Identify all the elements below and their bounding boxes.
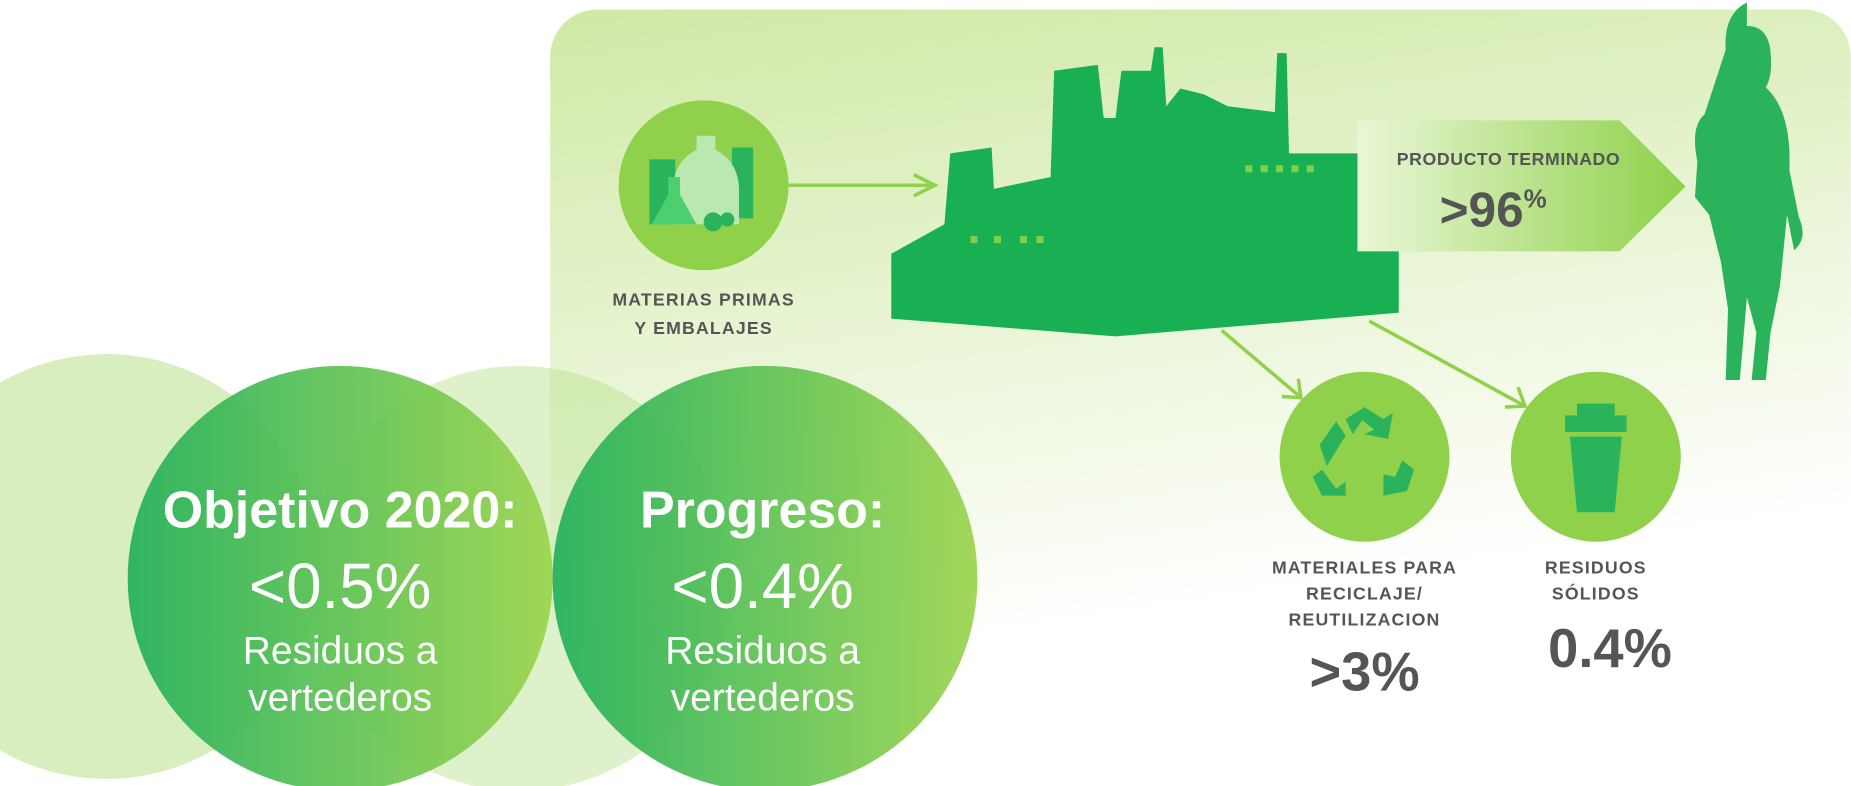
recycle-value: >3% — [1309, 641, 1419, 702]
recycle-label: RECICLAJE/ — [1306, 584, 1423, 604]
goal-label: vertederos — [248, 676, 432, 719]
solid-value: 0.4% — [1548, 618, 1672, 679]
goal-value: <0.5% — [249, 550, 431, 622]
goal-label: Residuos a — [665, 629, 860, 672]
infographic: MATERIAS PRIMAS Y EMBALAJES PRODUCTO TER… — [0, 0, 1851, 786]
goal-value: <0.4% — [671, 550, 853, 622]
input-label: MATERIAS PRIMAS — [612, 290, 794, 310]
product-label: PRODUCTO TERMINADO — [1397, 149, 1621, 169]
goal-label: vertederos — [671, 676, 855, 719]
goal-label: Residuos a — [243, 629, 438, 672]
product-unit: % — [1524, 184, 1547, 214]
recycle-icon — [1280, 372, 1450, 542]
recycle-label: MATERIALES PARA — [1272, 558, 1457, 578]
input-label: Y EMBALAJES — [634, 318, 772, 338]
recycle-label: REUTILIZACION — [1289, 609, 1441, 629]
product-number: >96 — [1440, 182, 1524, 238]
solid-label: RESIDUOS — [1545, 558, 1647, 578]
page: { "flow": { "input": {"label": ["MATERIA… — [0, 0, 1851, 786]
goal-title: Progreso: — [640, 482, 885, 540]
solid-label: SÓLIDOS — [1552, 583, 1640, 604]
goal-title: Objetivo 2020: — [163, 482, 518, 540]
